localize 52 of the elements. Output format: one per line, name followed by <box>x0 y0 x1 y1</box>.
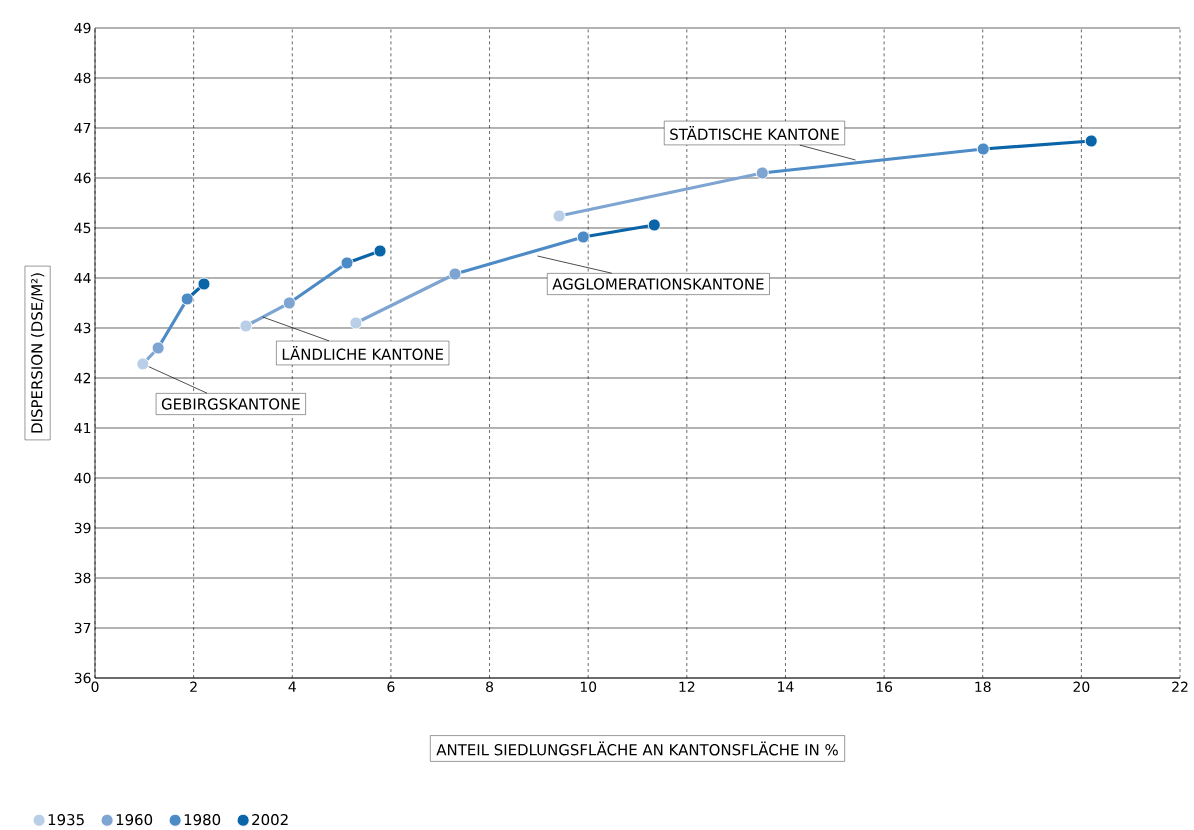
legend-label: 1960 <box>116 813 153 826</box>
x-tick-label: 16 <box>876 681 893 693</box>
x-tick-label: 2 <box>190 681 197 692</box>
point <box>755 166 769 180</box>
point <box>197 277 211 291</box>
point <box>448 267 462 281</box>
x-tick-label: 0 <box>91 681 99 693</box>
point <box>180 292 194 306</box>
point <box>136 357 150 371</box>
legend-label: 2002 <box>252 813 288 826</box>
x-tick-label: 10 <box>580 681 597 693</box>
x-tick-label: 22 <box>1172 681 1188 692</box>
point <box>340 256 354 270</box>
point <box>239 319 253 333</box>
y-tick-label: 44 <box>74 272 91 284</box>
point <box>349 316 363 330</box>
x-tick-label: 20 <box>1073 681 1090 693</box>
annotation: LÄNDLICHE KANTONE <box>282 346 444 360</box>
y-tick-label: 46 <box>74 172 91 184</box>
point <box>1084 134 1098 148</box>
legend-label: 1980 <box>184 813 221 826</box>
y-tick-label: 47 <box>74 122 91 134</box>
x-axis-title: ANTEIL SIEDLUNGSFLÄCHE AN KANTONSFLÄCHE IN % <box>436 741 838 756</box>
annotation: STÄDTISCHE KANTONE <box>670 126 839 140</box>
y-tick-label: 38 <box>74 572 91 584</box>
y-tick-label: 42 <box>74 372 91 384</box>
y-tick-label: 37 <box>74 622 91 634</box>
x-tick-label: 8 <box>486 681 494 693</box>
point <box>576 230 590 244</box>
annotation: GEBIRGSKANTONE <box>161 398 300 410</box>
x-tick-label: 12 <box>679 681 695 692</box>
y-tick-label: 48 <box>74 72 91 84</box>
y-tick-label: 36 <box>74 672 91 684</box>
y-tick-label: 41 <box>74 422 91 434</box>
point <box>647 218 661 232</box>
point <box>373 244 387 258</box>
y-tick-label: 45 <box>74 222 91 234</box>
point <box>151 341 165 355</box>
y-tick-label: 39 <box>74 522 91 534</box>
legend-label: 1935 <box>48 813 84 826</box>
annotation: AGGLOMERATIONSKANTONE <box>552 278 764 290</box>
point <box>976 142 990 156</box>
point <box>282 296 296 310</box>
y-tick-label: 40 <box>74 472 91 484</box>
x-tick-label: 6 <box>387 681 395 693</box>
y-tick-label: 43 <box>74 322 91 334</box>
y-tick-label: 49 <box>74 22 91 34</box>
x-tick-label: 14 <box>778 681 794 692</box>
y-axis-title: DISPERSION (DSE/M²) <box>30 273 45 433</box>
point <box>552 209 566 223</box>
x-tick-label: 4 <box>288 681 296 692</box>
x-tick-label: 18 <box>975 681 991 693</box>
